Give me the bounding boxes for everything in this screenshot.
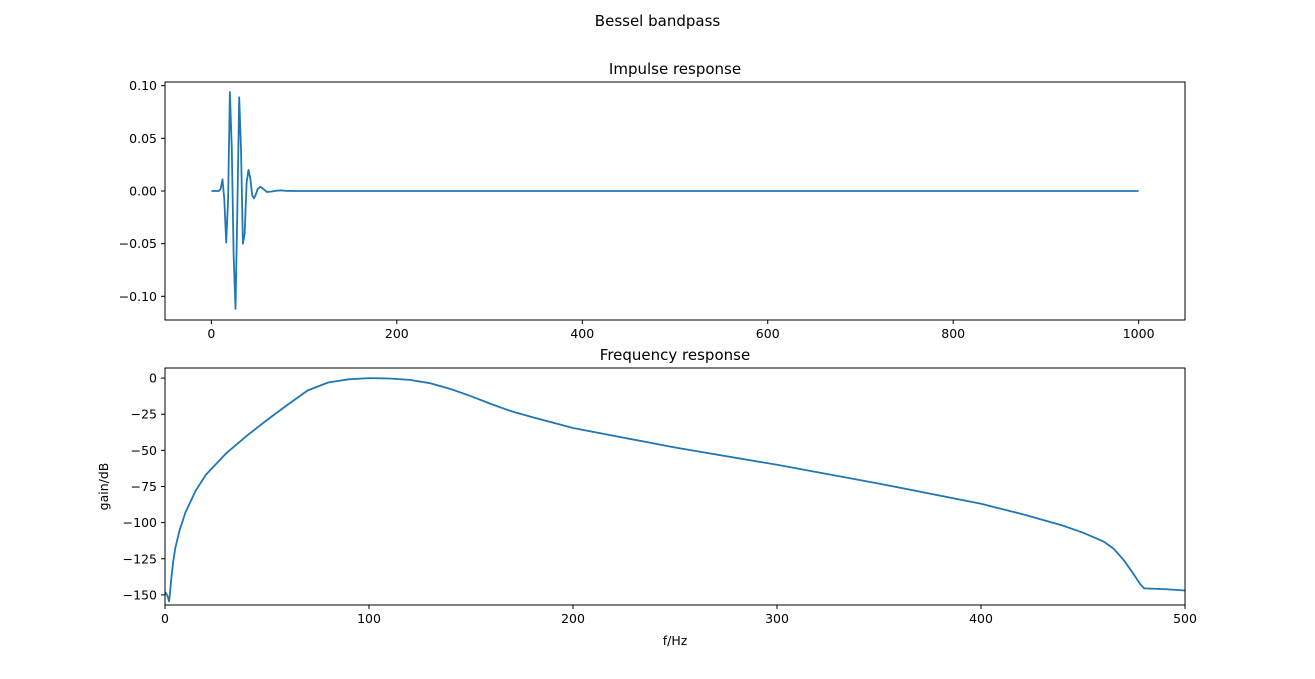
frequency-ytick-label: −150 (123, 587, 157, 602)
frequency-xtick-label: 500 (1173, 611, 1197, 626)
frequency-ylabel: gain/dB (96, 463, 111, 511)
frequency-xtick-label: 100 (357, 611, 381, 626)
frequency-axes-title: Frequency response (600, 346, 750, 364)
frequency-xtick-label: 0 (161, 611, 169, 626)
impulse-xtick-label: 0 (207, 326, 215, 341)
impulse-ytick-label: 0.05 (129, 131, 157, 146)
impulse-axes-frame (164, 81, 1186, 321)
frequency-response-axes: 0 100 200 300 400 500 −150 −125 −100 −75 −50 −25 0 Fr… (96, 346, 1197, 648)
frequency-ytick-label: −75 (131, 479, 157, 494)
impulse-ytick-label: 0.00 (129, 183, 157, 198)
frequency-xtick-label: 200 (561, 611, 585, 626)
impulse-xtick-label: 200 (385, 326, 409, 341)
frequency-xtick-label: 400 (969, 611, 993, 626)
impulse-xtick-label: 800 (941, 326, 965, 341)
frequency-ytick-label: −100 (123, 515, 157, 530)
impulse-ytick-label: −0.10 (119, 289, 157, 304)
frequency-ytick-label: 0 (149, 371, 157, 386)
impulse-xtick-label: 600 (756, 326, 780, 341)
impulse-series-line-0 (211, 91, 1139, 310)
frequency-xlabel: f/Hz (663, 633, 688, 648)
impulse-xtick-label: 1000 (1123, 326, 1155, 341)
frequency-xtick-label: 300 (765, 611, 789, 626)
impulse-response-axes: 0 200 400 600 800 1000 −0.10 −0.05 0.00 0.05 0.10 I… (119, 60, 1186, 341)
frequency-ytick-label: −25 (131, 407, 157, 422)
impulse-axes-title: Impulse response (609, 60, 741, 78)
impulse-xtick-label: 400 (570, 326, 594, 341)
frequency-series-line-0 (164, 377, 1186, 603)
frequency-ytick-label: −50 (131, 443, 157, 458)
impulse-ytick-label: 0.10 (129, 78, 157, 93)
frequency-ytick-label: −125 (123, 551, 157, 566)
impulse-ytick-label: −0.05 (119, 236, 157, 251)
figure-suptitle: Bessel bandpass (595, 12, 721, 30)
